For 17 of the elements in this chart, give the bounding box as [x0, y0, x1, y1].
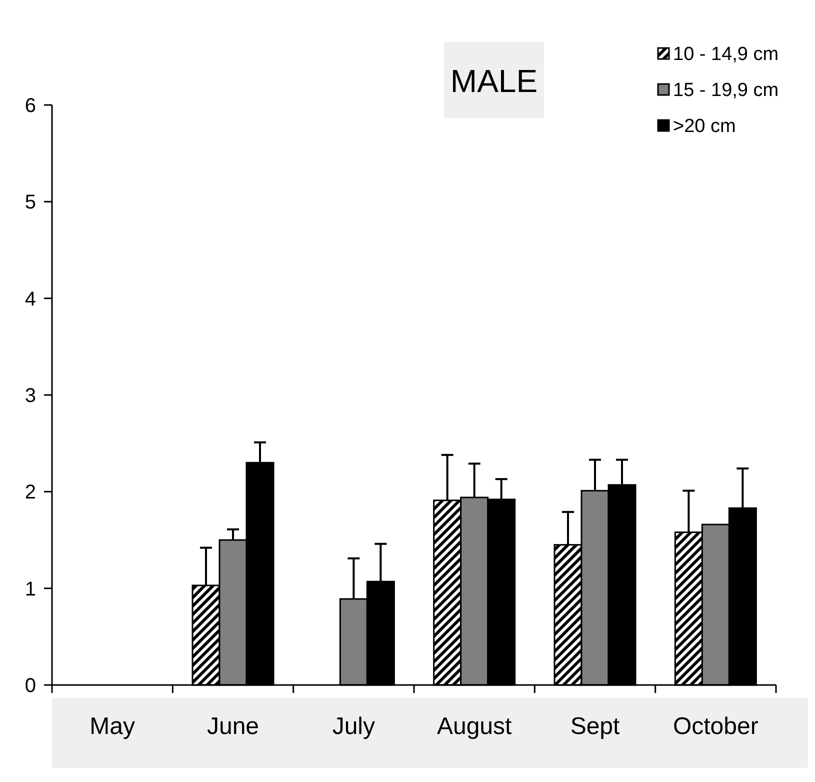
y-tick-label: 0: [24, 675, 36, 697]
y-tick-label: 3: [24, 385, 36, 407]
x-tick-label: July: [332, 713, 376, 740]
y-tick-label: 6: [24, 95, 36, 117]
y-tick-label: 1: [24, 578, 36, 600]
legend-label: 15 - 19,9 cm: [673, 80, 779, 101]
x-tick-label: August: [436, 713, 512, 740]
x-tick-label: May: [90, 713, 136, 740]
x-tick-label: June: [206, 713, 260, 740]
x-tick-label: October: [672, 713, 758, 740]
y-tick-label: 5: [24, 192, 36, 214]
x-tick-label: Sept: [570, 713, 620, 740]
y-tick-label: 4: [24, 288, 36, 310]
legend-label: >20 cm: [673, 116, 736, 137]
y-tick-label: 2: [24, 482, 36, 504]
legend-label: 10 - 14,9 cm: [673, 44, 779, 65]
chart-title: MALE: [450, 63, 538, 99]
